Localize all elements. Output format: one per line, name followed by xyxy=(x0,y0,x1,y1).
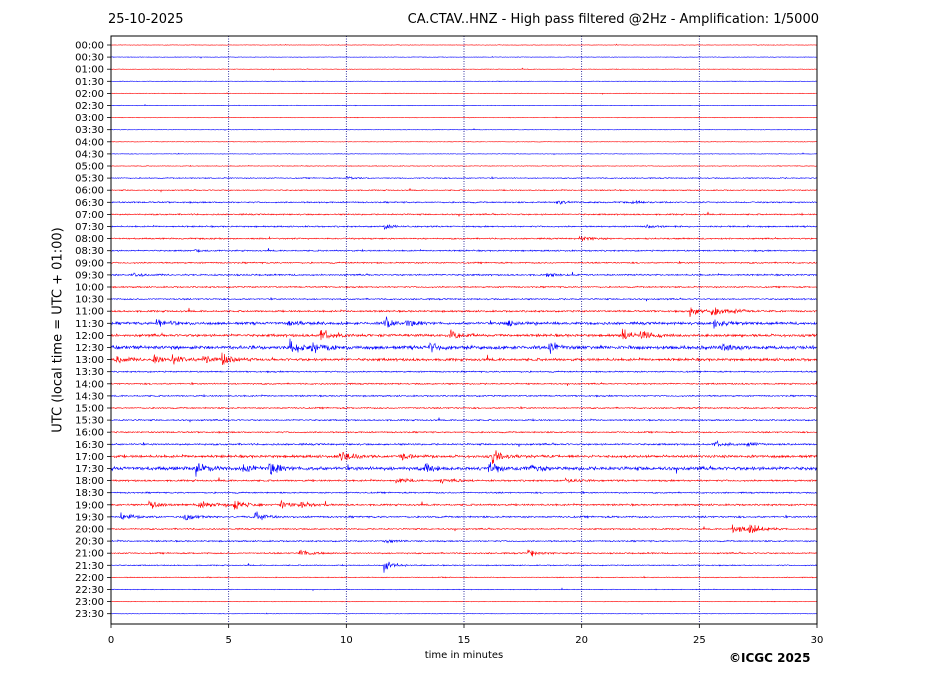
y-tick-label: 10:30 xyxy=(75,295,104,306)
y-tick-label: 14:00 xyxy=(75,379,104,390)
trace-line xyxy=(110,92,818,95)
y-tick-label: 02:00 xyxy=(75,89,104,100)
y-tick-label: 16:00 xyxy=(75,428,104,439)
y-tick-label: 17:30 xyxy=(75,464,104,475)
trace-line xyxy=(110,316,818,329)
y-tick-label: 21:00 xyxy=(75,549,104,560)
y-tick-label: 07:00 xyxy=(75,210,104,221)
y-tick-label: 22:00 xyxy=(75,573,104,584)
y-tick-label: 19:30 xyxy=(75,512,104,523)
y-tick-label: 09:00 xyxy=(75,258,104,269)
y-tick-label: 09:30 xyxy=(75,270,104,281)
x-tick-label: 0 xyxy=(108,635,114,646)
y-tick-label: 11:30 xyxy=(75,319,104,330)
y-tick-label: 12:00 xyxy=(75,331,104,342)
trace-line xyxy=(110,352,818,366)
y-tick-label: 16:30 xyxy=(75,440,104,451)
y-tick-label: 20:30 xyxy=(75,537,104,548)
y-tick-label: 19:00 xyxy=(75,500,104,511)
trace-line xyxy=(110,417,818,423)
y-tick-label: 00:30 xyxy=(75,53,104,64)
date-label: 25-10-2025 xyxy=(108,12,184,27)
y-tick-label: 15:00 xyxy=(75,404,104,415)
trace-line xyxy=(110,128,818,132)
trace-line xyxy=(110,43,818,46)
y-tick-label: 00:00 xyxy=(75,41,104,52)
trace-line xyxy=(110,175,818,180)
trace-line xyxy=(110,103,818,107)
trace-line xyxy=(110,248,818,253)
y-tick-label: 04:00 xyxy=(75,137,104,148)
y-tick-label: 23:00 xyxy=(75,597,104,608)
y-tick-label: 06:00 xyxy=(75,186,104,197)
y-tick-label: 08:30 xyxy=(75,246,104,257)
x-axis-label: time in minutes xyxy=(424,650,504,661)
trace-line xyxy=(110,188,818,193)
y-tick-label: 11:00 xyxy=(75,307,104,318)
y-tick-label: 18:30 xyxy=(75,488,104,499)
y-tick-label: 18:00 xyxy=(75,476,104,487)
y-tick-label: 12:30 xyxy=(75,343,104,354)
y-tick-label: 05:30 xyxy=(75,174,104,185)
trace-line xyxy=(110,406,818,410)
x-tick-label: 15 xyxy=(458,635,471,646)
trace-line xyxy=(110,549,818,557)
trace-line xyxy=(110,499,818,510)
chart-title: CA.CTAV..HNZ - High pass filtered @2Hz -… xyxy=(407,12,819,27)
trace-line xyxy=(110,561,818,573)
y-tick-label: 05:00 xyxy=(75,162,104,173)
y-tick-label: 14:30 xyxy=(75,391,104,402)
y-tick-label: 13:30 xyxy=(75,367,104,378)
y-tick-label: 22:30 xyxy=(75,585,104,596)
y-tick-label: 23:30 xyxy=(75,609,104,620)
y-tick-label: 10:00 xyxy=(75,283,104,294)
x-tick-label: 5 xyxy=(225,635,231,646)
y-tick-label: 08:00 xyxy=(75,234,104,245)
trace-line xyxy=(110,575,818,579)
x-tick-label: 10 xyxy=(340,635,353,646)
x-tick-label: 30 xyxy=(811,635,824,646)
x-tick-label: 25 xyxy=(693,635,706,646)
y-tick-label: 04:30 xyxy=(75,149,104,160)
y-tick-label: 20:00 xyxy=(75,525,104,536)
copyright-label: ©ICGC 2025 xyxy=(729,651,811,665)
y-tick-label: 03:30 xyxy=(75,125,104,136)
trace-line xyxy=(110,261,817,265)
trace-line xyxy=(110,450,818,465)
y-tick-label: 13:00 xyxy=(75,355,104,366)
y-tick-label: 15:30 xyxy=(75,416,104,427)
y-tick-label: 17:00 xyxy=(75,452,104,463)
trace-line xyxy=(110,116,818,119)
y-tick-label: 01:30 xyxy=(75,77,104,88)
trace-line xyxy=(110,491,818,495)
trace-line xyxy=(110,199,818,205)
trace-line xyxy=(110,477,818,485)
y-tick-label: 07:30 xyxy=(75,222,104,233)
y-tick-label: 06:30 xyxy=(75,198,104,209)
y-tick-label: 02:30 xyxy=(75,101,104,112)
y-tick-label: 21:30 xyxy=(75,561,104,572)
y-tick-label: 03:00 xyxy=(75,113,104,124)
y-tick-label: 01:00 xyxy=(75,65,104,76)
x-tick-label: 20 xyxy=(575,635,588,646)
